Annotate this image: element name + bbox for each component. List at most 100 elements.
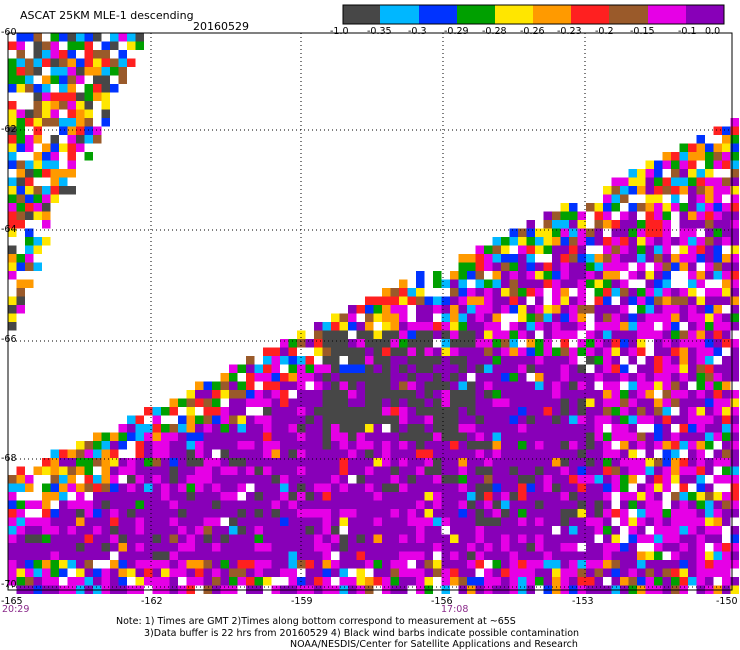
data-cell [25, 543, 34, 552]
data-cell [586, 424, 595, 433]
data-cell [509, 305, 518, 314]
data-cell [620, 560, 629, 569]
data-cell [458, 560, 467, 569]
data-cell [552, 296, 561, 305]
data-cell [662, 152, 671, 161]
data-cell [492, 271, 501, 280]
data-cell [271, 356, 280, 365]
data-cell [705, 339, 714, 348]
data-cell [67, 483, 76, 492]
data-cell [271, 551, 280, 560]
data-cell [212, 526, 221, 535]
data-cell [42, 41, 51, 50]
data-cell [16, 118, 25, 127]
data-cell [67, 169, 76, 178]
data-cell [93, 92, 102, 101]
data-cell [569, 466, 578, 475]
data-cell [688, 262, 697, 271]
data-cell [458, 254, 467, 263]
data-cell [161, 517, 170, 526]
data-cell [441, 330, 450, 339]
data-cell [611, 415, 620, 424]
data-cell [399, 322, 408, 331]
data-cell [543, 475, 552, 484]
data-cell [8, 534, 17, 543]
data-cell [356, 381, 365, 390]
data-cell [84, 58, 93, 67]
data-cell [212, 517, 221, 526]
data-cell [382, 483, 391, 492]
data-cell [314, 322, 323, 331]
data-cell [127, 534, 136, 543]
data-cell [662, 262, 671, 271]
data-cell [688, 415, 697, 424]
data-cell [144, 517, 153, 526]
data-cell [161, 534, 170, 543]
data-cell [509, 228, 518, 237]
data-cell [603, 458, 612, 467]
data-cell [424, 458, 433, 467]
data-cell [67, 67, 76, 76]
data-cell [433, 364, 442, 373]
data-cell [322, 458, 331, 467]
data-cell [254, 432, 263, 441]
data-cell [254, 500, 263, 509]
data-cell [212, 458, 221, 467]
data-cell [696, 381, 705, 390]
data-cell [152, 415, 161, 424]
data-cell [42, 237, 51, 246]
data-cell [526, 322, 535, 331]
data-cell [526, 517, 535, 526]
data-cell [577, 441, 586, 450]
data-cell [730, 398, 739, 407]
data-cell [645, 415, 654, 424]
data-cell [620, 245, 629, 254]
data-cell [390, 551, 399, 560]
data-cell [577, 237, 586, 246]
data-cell [654, 415, 663, 424]
data-cell [50, 41, 59, 50]
data-cell [458, 509, 467, 518]
data-cell [543, 339, 552, 348]
data-cell [637, 169, 646, 178]
data-cell [594, 492, 603, 501]
data-cell [373, 509, 382, 518]
data-cell [679, 356, 688, 365]
data-cell [305, 509, 314, 518]
data-cell [152, 509, 161, 518]
data-cell [645, 271, 654, 280]
data-cell [161, 458, 170, 467]
data-cell [280, 441, 289, 450]
data-cell [713, 288, 722, 297]
data-cell [186, 500, 195, 509]
data-cell [645, 534, 654, 543]
data-cell [407, 475, 416, 484]
data-cell [509, 398, 518, 407]
data-cell [467, 398, 476, 407]
data-cell [101, 500, 110, 509]
data-cell [705, 305, 714, 314]
data-cell [654, 177, 663, 186]
data-cell [543, 398, 552, 407]
data-cell [603, 432, 612, 441]
data-cell [526, 551, 535, 560]
data-cell [169, 432, 178, 441]
data-cell [339, 441, 348, 450]
data-cell [331, 475, 340, 484]
data-cell [237, 526, 246, 535]
data-cell [365, 432, 374, 441]
data-cell [501, 441, 510, 450]
data-cell [662, 441, 671, 450]
data-cell [679, 526, 688, 535]
data-cell [679, 254, 688, 263]
data-cell [42, 194, 51, 203]
data-cell [407, 441, 416, 450]
data-cell [186, 407, 195, 416]
data-cell [305, 458, 314, 467]
data-cell [458, 288, 467, 297]
data-cell [169, 483, 178, 492]
data-cell [416, 466, 425, 475]
data-cell [552, 517, 561, 526]
data-cell [705, 220, 714, 229]
data-cell [67, 160, 76, 169]
